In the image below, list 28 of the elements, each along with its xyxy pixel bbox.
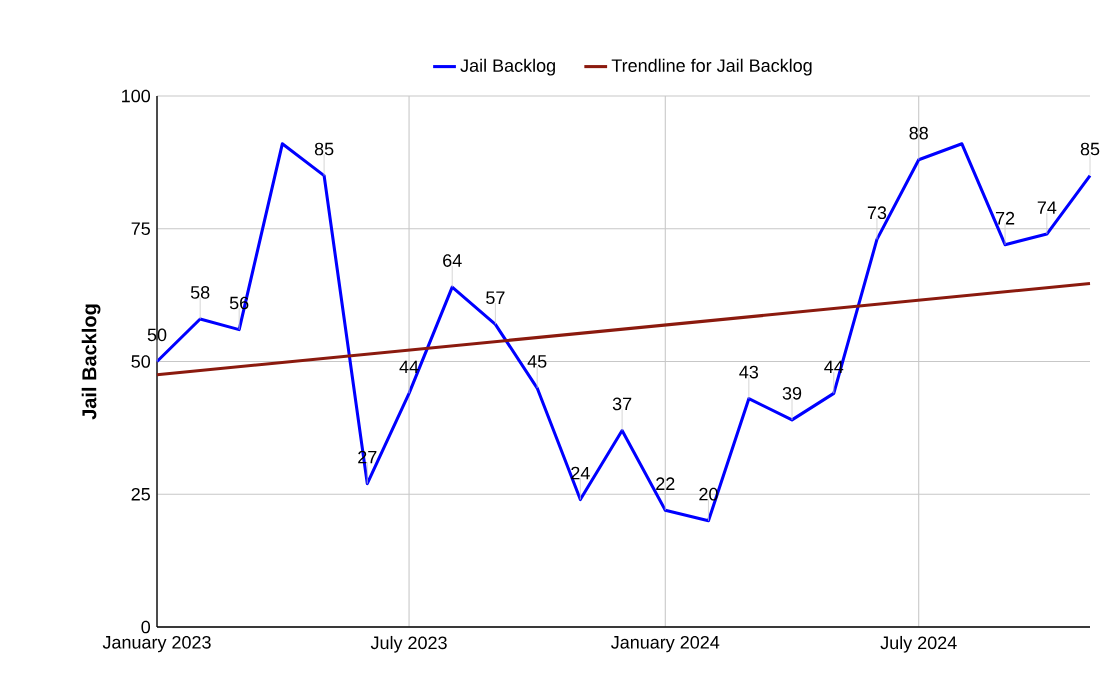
y-axis-title: Jail Backlog bbox=[81, 304, 101, 420]
data-label: 39 bbox=[782, 386, 802, 400]
x-tick-label: July 2023 bbox=[370, 635, 447, 653]
data-label: 64 bbox=[443, 254, 462, 267]
data-label: 72 bbox=[995, 211, 1015, 225]
data-label: 37 bbox=[612, 397, 632, 411]
legend-label: Trendline for Jail Backlog bbox=[611, 58, 812, 76]
data-label: 58 bbox=[190, 286, 210, 299]
data-label: 24 bbox=[571, 466, 590, 480]
data-label: 85 bbox=[314, 142, 334, 156]
legend-label: Jail Backlog bbox=[460, 58, 555, 76]
y-tick-label: 25 bbox=[131, 487, 150, 501]
y-tick-label: 75 bbox=[131, 222, 150, 236]
y-tick-label: 0 bbox=[141, 620, 151, 634]
data-label: 45 bbox=[527, 355, 547, 368]
data-label: 44 bbox=[399, 360, 419, 374]
y-tick-label: 50 bbox=[131, 355, 151, 368]
data-label: 43 bbox=[739, 365, 759, 379]
x-tick-label: July 2024 bbox=[880, 635, 957, 653]
x-tick-label: January 2024 bbox=[611, 635, 720, 653]
data-label: 74 bbox=[1037, 201, 1057, 214]
data-label: 85 bbox=[1080, 142, 1100, 156]
data-label: 88 bbox=[909, 126, 928, 140]
data-label: 57 bbox=[486, 291, 505, 305]
data-label: 73 bbox=[867, 206, 887, 220]
y-tick-label: 100 bbox=[122, 89, 151, 103]
data-label: 22 bbox=[656, 477, 675, 490]
x-tick-label: January 2023 bbox=[102, 635, 211, 653]
